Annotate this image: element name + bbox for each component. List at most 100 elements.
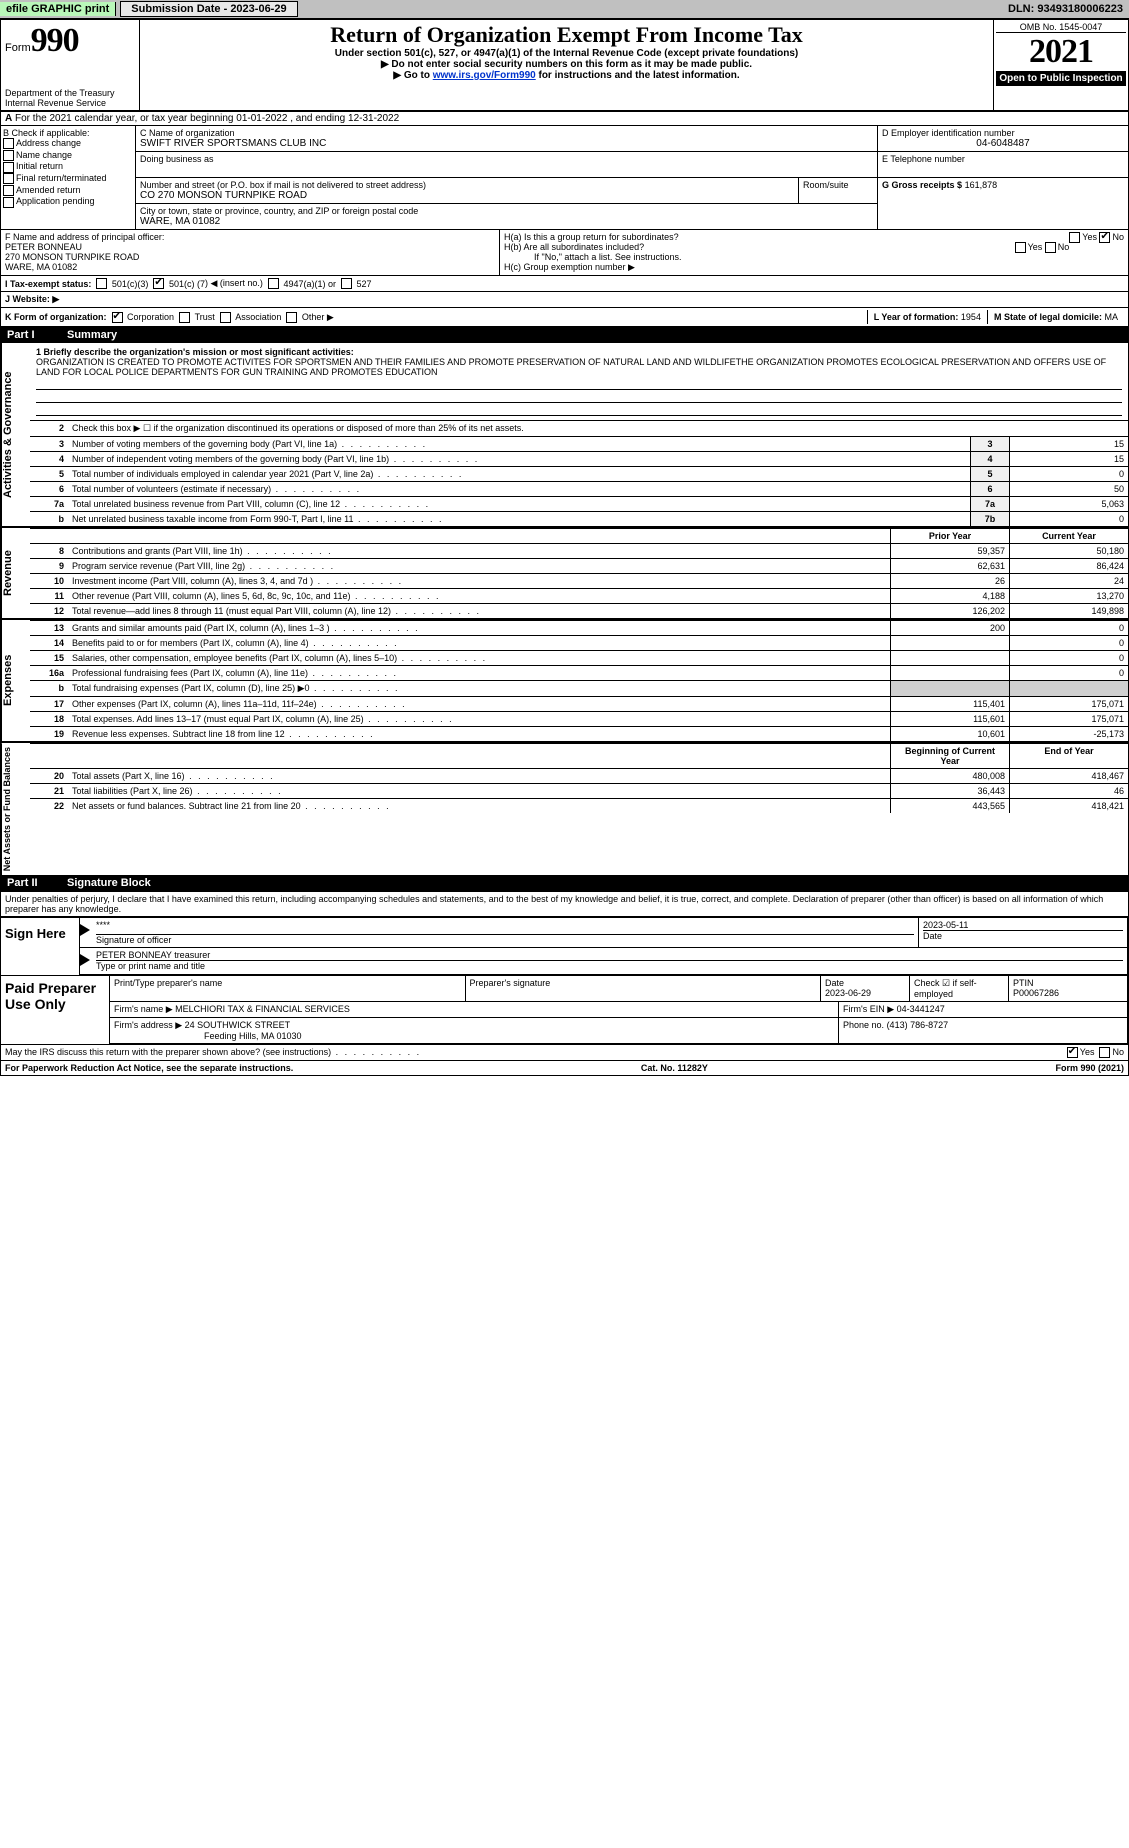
- line-label: Total revenue—add lines 8 through 11 (mu…: [68, 604, 891, 619]
- line-val: 15: [1010, 437, 1129, 452]
- org-name-val: SWIFT RIVER SPORTSMANS CLUB INC: [140, 138, 873, 149]
- line-label: Total assets (Part X, line 16): [68, 769, 891, 784]
- discuss-no[interactable]: [1099, 1047, 1110, 1058]
- sig-arrow-icon-2: [80, 954, 90, 966]
- check-assoc[interactable]: [220, 312, 231, 323]
- line-prior: [891, 681, 1010, 697]
- ha-label: H(a) Is this a group return for subordin…: [504, 232, 679, 242]
- ha-yes[interactable]: [1069, 232, 1080, 243]
- line-val: 0: [1010, 512, 1129, 527]
- summary-table-gov: 2Check this box ▶ ☐ if the organization …: [30, 420, 1128, 526]
- line-label: Program service revenue (Part VIII, line…: [68, 559, 891, 574]
- ha-no[interactable]: [1099, 232, 1110, 243]
- check-name[interactable]: [3, 150, 14, 161]
- part-i-header: Part I Summary: [1, 327, 1128, 343]
- line-val: 0: [1010, 467, 1129, 482]
- summary-table-rev: Prior Year Current Year 8 Contributions …: [30, 528, 1128, 618]
- line-num: 16a: [30, 666, 68, 681]
- line-label: Number of voting members of the governin…: [68, 437, 971, 452]
- line-label: Total unrelated business revenue from Pa…: [68, 497, 971, 512]
- firm-name-label: Firm's name ▶: [114, 1004, 173, 1014]
- ptin-label: PTIN: [1013, 978, 1123, 988]
- line-label: Revenue less expenses. Subtract line 18 …: [68, 727, 891, 742]
- state-domicile-label: M State of legal domicile:: [994, 312, 1102, 322]
- line-cur: 175,071: [1010, 697, 1129, 712]
- line-prior: 59,357: [891, 544, 1010, 559]
- officer-name-title: PETER BONNEAY treasurer: [96, 950, 1123, 961]
- check-501c3[interactable]: [96, 278, 107, 289]
- submission-date-btn[interactable]: Submission Date - 2023-06-29: [120, 1, 297, 17]
- check-app[interactable]: [3, 197, 14, 208]
- line-num: 10: [30, 574, 68, 589]
- type-name-label: Type or print name and title: [96, 961, 1123, 971]
- hb-no[interactable]: [1045, 242, 1056, 253]
- row-i: I Tax-exempt status: 501(c)(3) 501(c) (7…: [1, 276, 1128, 292]
- check-amend[interactable]: [3, 185, 14, 196]
- line-prior: 26: [891, 574, 1010, 589]
- line-num: 3: [30, 437, 68, 452]
- state-domicile-val: MA: [1105, 312, 1119, 322]
- check-trust[interactable]: [179, 312, 190, 323]
- line-box: 4: [971, 452, 1010, 467]
- line-num: 13: [30, 621, 68, 636]
- line-cur: -25,173: [1010, 727, 1129, 742]
- row-j-label: J Website: ▶: [5, 294, 59, 305]
- line-cur: 0: [1010, 636, 1129, 651]
- check-527[interactable]: [341, 278, 352, 289]
- sig-arrow-icon: [80, 924, 90, 936]
- line-box: 5: [971, 467, 1010, 482]
- dln-label: DLN: 93493180006223: [1008, 3, 1129, 15]
- line-label: Contributions and grants (Part VIII, lin…: [68, 544, 891, 559]
- part-ii-label: Part II: [7, 877, 67, 889]
- check-final[interactable]: [3, 173, 14, 184]
- line-label: Salaries, other compensation, employee b…: [68, 651, 891, 666]
- sign-here-block: Sign Here **** Signature of officer 2023…: [1, 916, 1128, 975]
- firm-addr-val2: Feeding Hills, MA 01030: [114, 1031, 302, 1041]
- line-num: 15: [30, 651, 68, 666]
- row-a-text: For the 2021 calendar year, or tax year …: [15, 113, 399, 124]
- line-num: 20: [30, 769, 68, 784]
- line-prior: 115,601: [891, 712, 1010, 727]
- line-label: Benefits paid to or for members (Part IX…: [68, 636, 891, 651]
- check-init[interactable]: [3, 162, 14, 173]
- line-val: 5,063: [1010, 497, 1129, 512]
- discuss-label: May the IRS discuss this return with the…: [5, 1047, 421, 1058]
- line1-label: 1 Briefly describe the organization's mi…: [36, 347, 354, 357]
- firm-phone-val: (413) 786-8727: [887, 1020, 949, 1030]
- paid-preparer-block: Paid Preparer Use Only Print/Type prepar…: [1, 975, 1128, 1044]
- box-c: C Name of organization SWIFT RIVER SPORT…: [136, 126, 877, 229]
- hb-yes[interactable]: [1015, 242, 1026, 253]
- addr-val: CO 270 MONSON TURNPIKE ROAD: [140, 190, 794, 201]
- check-addr[interactable]: [3, 138, 14, 149]
- subtitle-1: Under section 501(c), 527, or 4947(a)(1)…: [144, 48, 989, 59]
- line-box: 6: [971, 482, 1010, 497]
- line-cur: 0: [1010, 651, 1129, 666]
- col-begin: Beginning of Current Year: [891, 744, 1010, 769]
- box-b-label: B Check if applicable:: [3, 128, 133, 138]
- line-prior: 480,008: [891, 769, 1010, 784]
- discuss-yes[interactable]: [1067, 1047, 1078, 1058]
- check-501c[interactable]: [153, 278, 164, 289]
- omb-number: OMB No. 1545-0047: [996, 22, 1126, 33]
- form990-link[interactable]: www.irs.gov/Form990: [433, 70, 536, 81]
- part-ii-title: Signature Block: [67, 877, 151, 889]
- paperwork-notice: For Paperwork Reduction Act Notice, see …: [5, 1063, 293, 1073]
- form-990: Form990 Department of the Treasury Inter…: [0, 19, 1129, 1076]
- line-label: Total liabilities (Part X, line 26): [68, 784, 891, 799]
- line-val: 15: [1010, 452, 1129, 467]
- check-corp[interactable]: [112, 312, 123, 323]
- check-4947[interactable]: [268, 278, 279, 289]
- line-num: 7a: [30, 497, 68, 512]
- check-other[interactable]: [286, 312, 297, 323]
- ptin-val: P00067286: [1013, 988, 1123, 998]
- line-num: 21: [30, 784, 68, 799]
- line-label: Net unrelated business taxable income fr…: [68, 512, 971, 527]
- year-formation-label: L Year of formation:: [874, 312, 959, 322]
- officer-name: PETER BONNEAU: [5, 242, 495, 252]
- line-label: Total expenses. Add lines 13–17 (must eq…: [68, 712, 891, 727]
- line-cur: 175,071: [1010, 712, 1129, 727]
- subtitle-2: ▶ Do not enter social security numbers o…: [144, 59, 989, 70]
- firm-name-val: MELCHIORI TAX & FINANCIAL SERVICES: [175, 1004, 350, 1014]
- form-footer: Form 990 (2021): [1055, 1063, 1124, 1073]
- paid-preparer-label: Paid Preparer Use Only: [1, 976, 110, 1044]
